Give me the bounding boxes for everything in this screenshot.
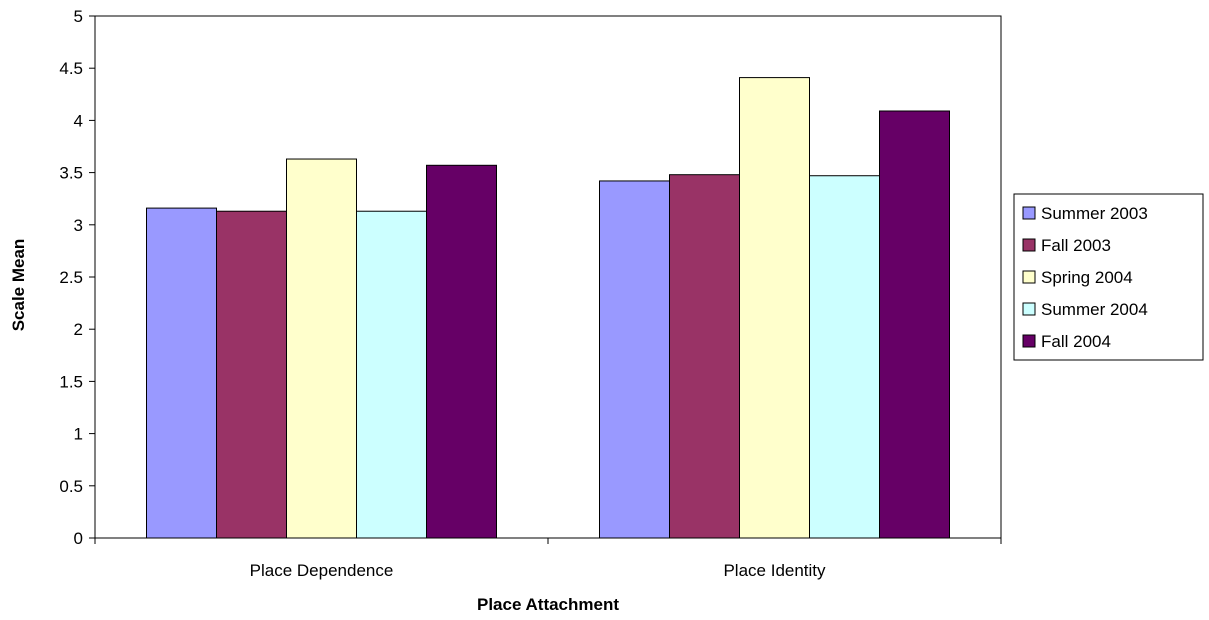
y-tick-label: 0.5 [59,477,83,496]
y-tick-label: 2 [74,320,83,339]
legend-swatch [1022,206,1036,220]
legend-label: Fall 2004 [1041,332,1111,351]
x-category-label: Place Identity [723,561,826,580]
bar [739,77,810,539]
y-tick-label: 5 [74,7,83,26]
y-tick-label: 0 [74,529,83,548]
bar [216,210,287,539]
y-tick-label: 3.5 [59,164,83,183]
legend-label: Spring 2004 [1041,268,1133,287]
legend-box [1013,193,1204,361]
y-tick-label: 3 [74,216,83,235]
legend-swatch [1022,238,1036,252]
legend-label: Fall 2003 [1041,236,1111,255]
x-axis-title: Place Attachment [477,595,619,614]
bar [879,110,950,539]
legend-label: Summer 2004 [1041,300,1148,319]
legend-swatch [1022,270,1036,284]
y-tick-label: 4 [74,111,83,130]
bar [599,180,670,539]
y-tick-label: 2.5 [59,268,83,287]
y-tick-label: 4.5 [59,59,83,78]
bar [356,210,427,539]
y-axis-title: Scale Mean [9,239,28,332]
bar [426,164,497,539]
legend-swatch [1022,302,1036,316]
legend-label: Summer 2003 [1041,204,1148,223]
y-tick-label: 1 [74,425,83,444]
bar [146,207,217,539]
bar [286,158,357,539]
y-tick-label: 1.5 [59,372,83,391]
legend-swatch [1022,334,1036,348]
x-category-label: Place Dependence [250,561,394,580]
bar [669,174,740,539]
bar [809,175,880,539]
